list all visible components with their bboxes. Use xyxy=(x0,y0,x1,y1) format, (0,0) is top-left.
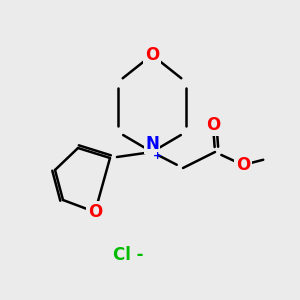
Text: O: O xyxy=(236,156,250,174)
Text: N: N xyxy=(145,135,159,153)
Text: O: O xyxy=(145,46,159,64)
Text: O: O xyxy=(206,116,220,134)
Text: Cl -: Cl - xyxy=(113,246,143,264)
Text: +: + xyxy=(153,151,163,161)
Text: O: O xyxy=(88,203,102,221)
